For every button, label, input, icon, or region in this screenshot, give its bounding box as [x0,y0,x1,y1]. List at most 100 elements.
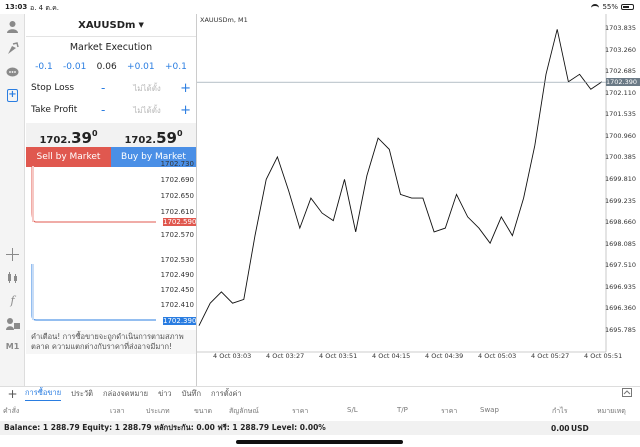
x-tick-label: 4 Oct 04:39 [425,352,464,360]
balance-bar: Balance: 1 288.79 Equity: 1 288.79 หลักป… [0,421,640,435]
user-icon[interactable] [4,18,21,35]
tick-chart-bid: 1702.730 1702.690 1702.650 1702.610 1702… [26,160,196,244]
tab-history[interactable]: ประวัติ [71,388,94,398]
home-indicator[interactable] [236,440,403,444]
execution-type[interactable]: Market Execution [69,41,153,53]
tab-news[interactable]: ข่าว [158,388,172,398]
status-bar: 13:03 อ. 4 ต.ค. 55% [0,0,640,14]
tick-label: 1702.690 [160,176,194,184]
x-tick-label: 4 Oct 05:03 [478,352,517,360]
y-tick-label: 1699.235 [604,196,636,205]
bottom-tabs: + การซื้อขาย ประวัติ กล่องจดหมาย ข่าว บั… [0,386,640,401]
price-chart[interactable]: XAUUSDm, M1 1703.835 1703.260 1702.685 1702… [197,14,640,362]
crosshair-icon[interactable] [4,246,21,263]
execution-warning: คำเตือน! การซื้อขายจะถูกดำเนินการตามสภาพ… [26,330,196,354]
ask-price-prefix: 1702. [124,135,157,146]
buy-by-market-button[interactable]: Buy by Market [111,147,196,167]
col-sl: S/L [347,406,358,414]
positions-header: คำสั่ง เวลา ประเภท ขนาด สัญลักษณ์ ราคา S… [0,404,640,416]
trade-buttons: Sell by Market Buy by Market [26,147,196,167]
col-price-current: ราคา [441,407,458,415]
tick-label: 1702.570 [160,231,194,239]
tick-chart-bid-line [31,166,156,223]
price-display: 1702.390 1702.590 [26,123,196,147]
sell-by-market-button[interactable]: Sell by Market [26,147,111,167]
y-tick-label: 1703.260 [604,45,636,54]
col-comment: หมายเหตุ [597,407,626,415]
add-icon[interactable]: + [7,386,18,401]
tick-chart-ask: 1702.530 1702.490 1702.450 1702.410 1702… [26,254,196,328]
tick-chart-bid-labels: 1702.730 1702.690 1702.650 1702.610 1702… [161,160,194,241]
tab-mailbox[interactable]: กล่องจดหมาย [103,388,149,398]
price-series-line [198,29,603,326]
take-profit-minus-button[interactable]: - [101,103,106,117]
chart-canvas [197,14,607,353]
col-size: ขนาด [194,407,213,415]
x-tick-label: 4 Oct 05:27 [531,352,570,360]
y-tick-label: 1696.360 [604,304,636,313]
bid-price-sup: 0 [91,129,98,138]
tick-label: 1702.530 [160,256,194,264]
current-price-tag: 1702.390 [606,78,640,87]
tab-settings[interactable]: การตั้งค่า [211,388,242,398]
col-symbol: สัญลักษณ์ [229,407,259,415]
stop-loss-label: Stop Loss [31,83,75,93]
symbol-selector[interactable]: XAUUSDm ▼ [26,14,196,37]
status-date: อ. 4 ต.ค. [30,4,60,12]
y-tick-label: 1701.535 [604,110,636,119]
take-profit-input[interactable]: ไม่ได้ตั้ง [133,105,161,115]
bid-price-prefix: 1702. [39,135,72,146]
volume-plus-0.1[interactable]: +0.1 [164,62,187,72]
col-order: คำสั่ง [3,407,20,415]
candle-type-icon[interactable] [4,269,21,286]
y-tick-label: 1695.785 [604,326,636,334]
tick-label: 1702.730 [160,160,194,168]
bid-price-big: 39 [71,129,92,147]
tick-label: 1702.490 [160,271,194,279]
tick-label: 1702.410 [160,301,194,309]
expand-icon[interactable] [622,387,632,400]
volume-minus-0.01[interactable]: -0.01 [63,62,87,72]
volume-value[interactable]: 0.06 [96,62,117,72]
status-time: 13:03 [5,3,28,11]
take-profit-row: Take Profit - ไม่ได้ตั้ง + [26,99,196,121]
timeframe-label[interactable]: M1 [5,342,20,351]
take-profit-plus-button[interactable]: + [180,102,191,118]
total-profit: 0.00 [551,423,570,433]
col-time: เวลา [110,407,125,415]
stop-loss-plus-button[interactable]: + [180,80,191,96]
y-tick-label: 1700.960 [604,131,636,140]
status-right: 55% [591,3,634,11]
ask-price: 1702.590 [111,129,196,147]
col-tp: T/P [397,406,408,414]
x-tick-label: 4 Oct 05:51 [584,352,623,360]
tick-chart-ask-labels: 1702.530 1702.490 1702.450 1702.410 [161,256,194,316]
tick-label: 1702.650 [160,192,194,200]
col-price: ราคา [292,407,309,415]
tick-label: 1702.450 [160,286,194,294]
left-toolbar: + f M1 [0,14,25,386]
take-profit-label: Take Profit [31,105,78,115]
ask-price-sup: 0 [176,129,183,138]
wifi-icon [591,4,600,10]
stop-loss-minus-button[interactable]: - [101,81,106,95]
col-swap: Swap [480,406,499,414]
indicator-f-icon[interactable]: f [10,294,15,307]
volume-minus-0.1[interactable]: -0.1 [35,62,53,72]
y-tick-label: 1703.835 [604,24,636,32]
login-icon[interactable] [4,40,21,57]
battery-icon [621,4,634,10]
volume-plus-0.01[interactable]: +0.01 [127,62,155,72]
chat-icon[interactable] [4,64,21,81]
x-tick-label: 4 Oct 03:51 [319,352,358,360]
y-tick-label: 1700.385 [604,153,636,162]
tab-journal[interactable]: บันทึก [181,388,202,398]
x-tick-label: 4 Oct 03:03 [213,352,252,360]
tab-trade[interactable]: การซื้อขาย [25,387,62,401]
new-order-icon[interactable]: + [7,89,18,102]
order-panel: XAUUSDm ▼ Market Execution -0.1 -0.01 0.… [26,14,197,386]
stop-loss-row: Stop Loss - ไม่ได้ตั้ง + [26,77,196,99]
objects-icon[interactable] [4,315,21,332]
y-tick-label: 1702.685 [604,67,636,76]
stop-loss-input[interactable]: ไม่ได้ตั้ง [133,83,161,93]
